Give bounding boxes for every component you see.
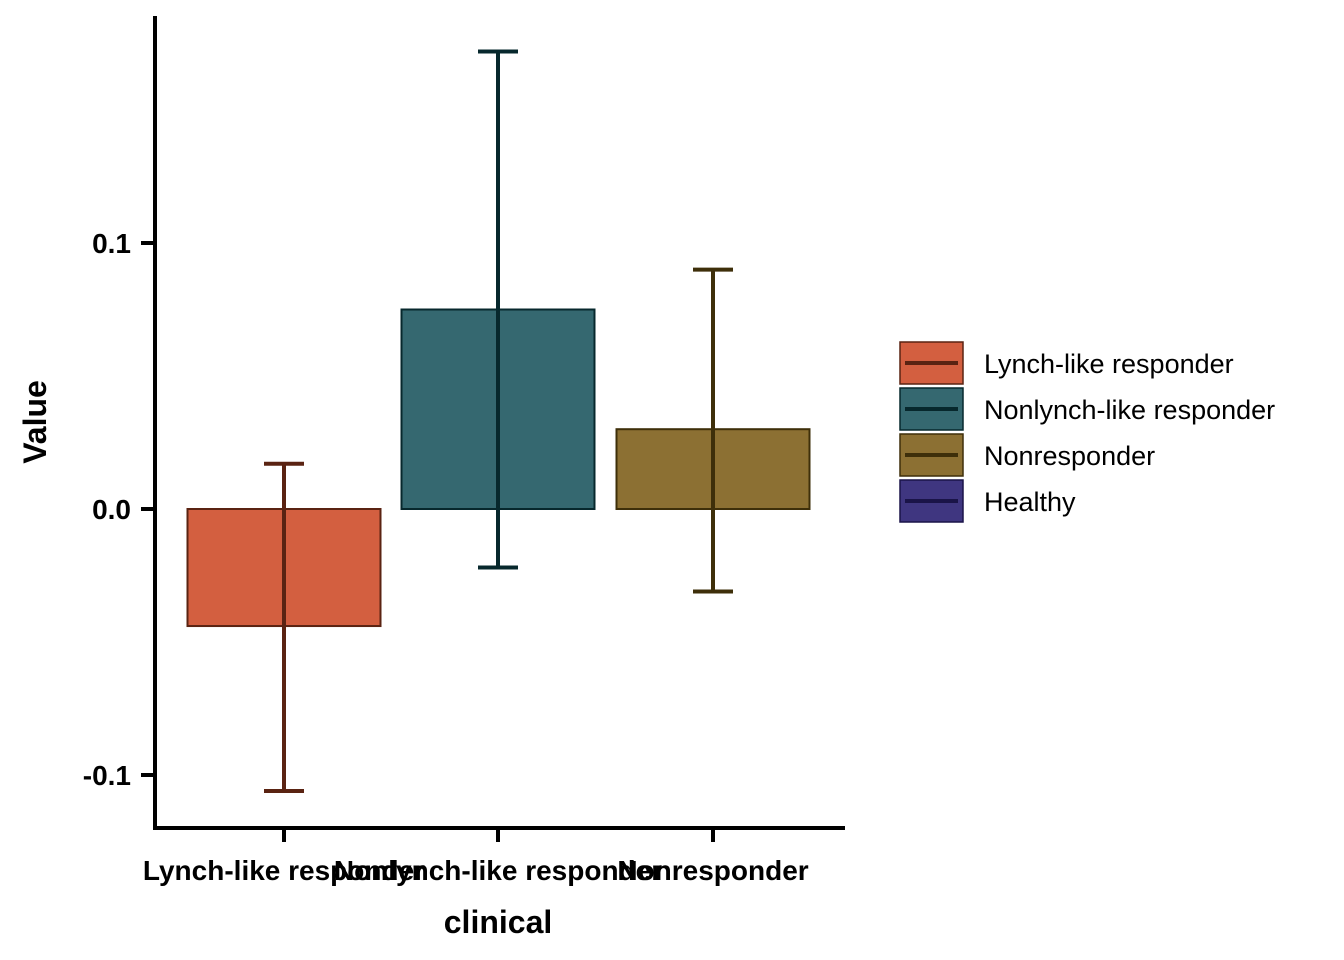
error-bars-layer bbox=[264, 49, 733, 793]
legend-item-4: Healthy bbox=[899, 479, 1076, 523]
legend-label: Lynch-like responder bbox=[984, 349, 1234, 379]
legend-label: Healthy bbox=[984, 487, 1076, 517]
legend-label: Nonlynch-like responder bbox=[984, 395, 1275, 425]
x-tick-label-3: Nonresponder bbox=[617, 855, 808, 886]
x-tick-label-2: Nonlynch-like responder bbox=[334, 855, 662, 886]
y-tick-label-1: -0.1 bbox=[83, 760, 131, 791]
legend: Lynch-like responder Nonlynch-like respon… bbox=[899, 341, 1275, 523]
legend-item-1: Lynch-like responder bbox=[899, 341, 1234, 385]
error-bar-3 bbox=[693, 267, 733, 594]
error-bar-1 bbox=[264, 461, 304, 793]
x-axis-title: clinical bbox=[444, 904, 553, 940]
y-tick-label-2: 0.0 bbox=[92, 494, 131, 525]
y-tick-label-3: 0.1 bbox=[92, 228, 131, 259]
legend-label: Nonresponder bbox=[984, 441, 1155, 471]
y-axis-title: Value bbox=[17, 380, 53, 464]
legend-item-2: Nonlynch-like responder bbox=[899, 387, 1275, 431]
x-tick-label-1: Lynch-like responder bbox=[143, 855, 425, 886]
error-bar-2 bbox=[478, 49, 518, 570]
legend-item-3: Nonresponder bbox=[899, 433, 1155, 477]
